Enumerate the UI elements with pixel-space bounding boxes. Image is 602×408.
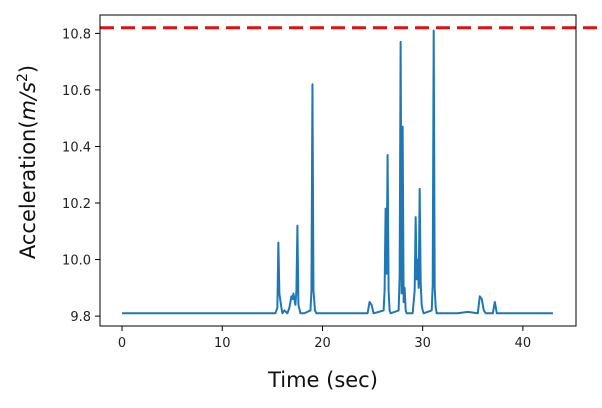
- x-tick-label-1: 10: [214, 336, 231, 351]
- x-tick-label-4: 40: [515, 336, 532, 351]
- y-axis-label-unit: m/s: [16, 82, 40, 121]
- y-axis-label-close: ): [16, 65, 40, 73]
- plot-layer: [100, 26, 602, 315]
- y-tick-label-3: 10.4: [62, 140, 91, 155]
- x-tick-label-3: 30: [414, 336, 431, 351]
- x-axis-label: Time (sec): [267, 368, 378, 392]
- y-axis-label-exponent: 2: [15, 73, 31, 82]
- labels-layer: Time (sec) Acceleration(m/s2): [15, 65, 378, 392]
- y-tick-label-1: 10.0: [62, 254, 91, 269]
- x-tick-label-2: 20: [314, 336, 331, 351]
- y-tick-label-4: 10.6: [62, 84, 91, 99]
- y-tick-label-5: 10.8: [62, 27, 91, 42]
- y-tick-label-0: 9.8: [70, 310, 91, 325]
- plot-frame: [99, 14, 577, 327]
- series-line-0: [122, 29, 553, 315]
- y-axis-label-text: Acceleration(: [16, 120, 40, 259]
- axes-layer: 0 10 20 30 40 9.8 10.0 10.2 10.4 10.6 10.8: [62, 14, 577, 351]
- y-tick-label-2: 10.2: [62, 197, 91, 212]
- y-axis-label: Acceleration(m/s2): [15, 65, 40, 259]
- x-tick-label-0: 0: [118, 336, 126, 351]
